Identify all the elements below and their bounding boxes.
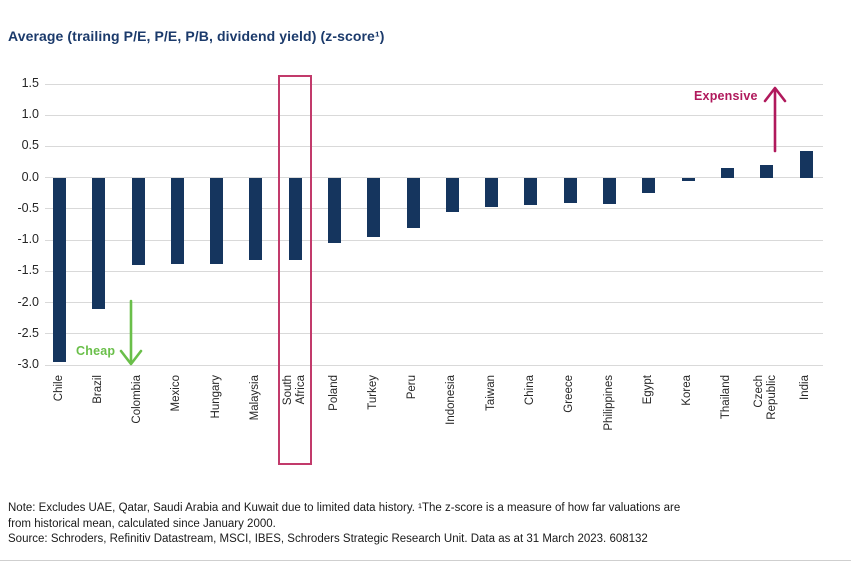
expensive-label: Expensive (694, 89, 758, 103)
chart-plot-area: 1.5 1.0 0.5 0.0 -0.5 -1.0 -1.5 -2.0 -2.5 -3.0 Chil… (17, 75, 823, 465)
y-axis-tick-label: -2.5 (17, 325, 39, 340)
gridline-1.0 (45, 114, 823, 116)
gridline--1.5 (45, 270, 823, 272)
x-axis-label-philippines: Philippines (602, 375, 615, 431)
bar-chile (53, 177, 66, 362)
highlight-box-south-africa (278, 75, 313, 465)
x-axis-label-poland: Poland (327, 375, 340, 411)
x-axis-label-turkey: Turkey (366, 375, 379, 410)
x-axis-label-mexico: Mexico (170, 375, 183, 412)
x-axis-label-korea: Korea (681, 375, 694, 406)
gridline-1.5 (45, 83, 823, 85)
chart-footnote: Note: Excludes UAE, Qatar, Saudi Arabia … (8, 501, 818, 548)
bar-indonesia (445, 177, 459, 212)
bar-egypt (642, 177, 656, 194)
expensive-arrow-icon (762, 84, 788, 159)
cheap-label: Cheap (76, 344, 116, 358)
bar-peru (406, 177, 420, 228)
gridline--2.5 (45, 333, 823, 335)
bar-poland (328, 177, 342, 244)
source-text: Source: Schroders, Refinitiv Datastream,… (8, 533, 648, 545)
x-axis-label-peru: Peru (406, 375, 419, 400)
y-axis-tick-label: 0.5 (21, 138, 39, 153)
note-text-line2: from historical mean, calculated since J… (8, 517, 276, 530)
bar-philippines (603, 177, 617, 204)
gridline-0.5 (45, 145, 823, 147)
x-axis-label-egypt: Egypt (641, 375, 654, 405)
bar-india (799, 151, 813, 178)
bar-thailand (720, 168, 734, 178)
bar-greece (563, 177, 577, 203)
x-axis-label-taiwan: Taiwan (484, 375, 497, 411)
x-axis-label-india: India (799, 375, 811, 400)
y-axis-tick-label: -1.5 (17, 263, 39, 278)
bar-china (524, 177, 538, 205)
y-axis-tick-label: -1.0 (17, 232, 39, 247)
y-axis-tick-label: -2.0 (17, 294, 39, 309)
x-axis-label-indonesia: Indonesia (445, 375, 458, 425)
x-axis-label-chile: Chile (52, 375, 65, 402)
x-axis-label-thailand: Thailand (720, 375, 733, 420)
y-axis-tick-label: 1.5 (21, 76, 39, 90)
gridline--2.0 (45, 302, 823, 304)
x-axis-label-hungary: Hungary (209, 375, 222, 419)
bar-mexico (170, 177, 184, 264)
y-axis-tick-label: 0.0 (21, 169, 39, 184)
bar-south-africa (288, 177, 302, 261)
x-axis-label-greece: Greece (563, 375, 576, 413)
x-axis-label-colombia: Colombia (131, 375, 144, 424)
x-axis-label-china: China (523, 375, 536, 406)
note-text-line1: Note: Excludes UAE, Qatar, Saudi Arabia … (8, 502, 681, 514)
x-axis-label-malaysia: Malaysia (248, 375, 261, 421)
bar-colombia (131, 177, 145, 266)
gridline--3.0 (45, 364, 823, 366)
bar-brazil (92, 177, 106, 309)
cheap-arrow-icon (118, 298, 144, 373)
bar-czech-republic (760, 165, 774, 178)
bar-taiwan (485, 177, 499, 207)
bar-turkey (367, 177, 381, 237)
bar-korea (681, 177, 695, 181)
y-axis-tick-label: -0.5 (17, 200, 39, 215)
gridline--1.0 (45, 239, 823, 241)
bar-malaysia (249, 177, 263, 261)
x-axis-label-brazil: Brazil (91, 375, 104, 404)
y-axis-tick-label: 1.0 (21, 107, 39, 122)
y-axis-tick-label: -3.0 (17, 357, 39, 371)
chart-title: Average (trailing P/E, P/E, P/B, dividen… (8, 28, 385, 44)
gridline--0.5 (45, 208, 823, 210)
x-axis-label-czech-republic: Czech Republic (753, 375, 779, 420)
gridline-0.0 (45, 177, 823, 179)
bar-hungary (210, 177, 224, 264)
